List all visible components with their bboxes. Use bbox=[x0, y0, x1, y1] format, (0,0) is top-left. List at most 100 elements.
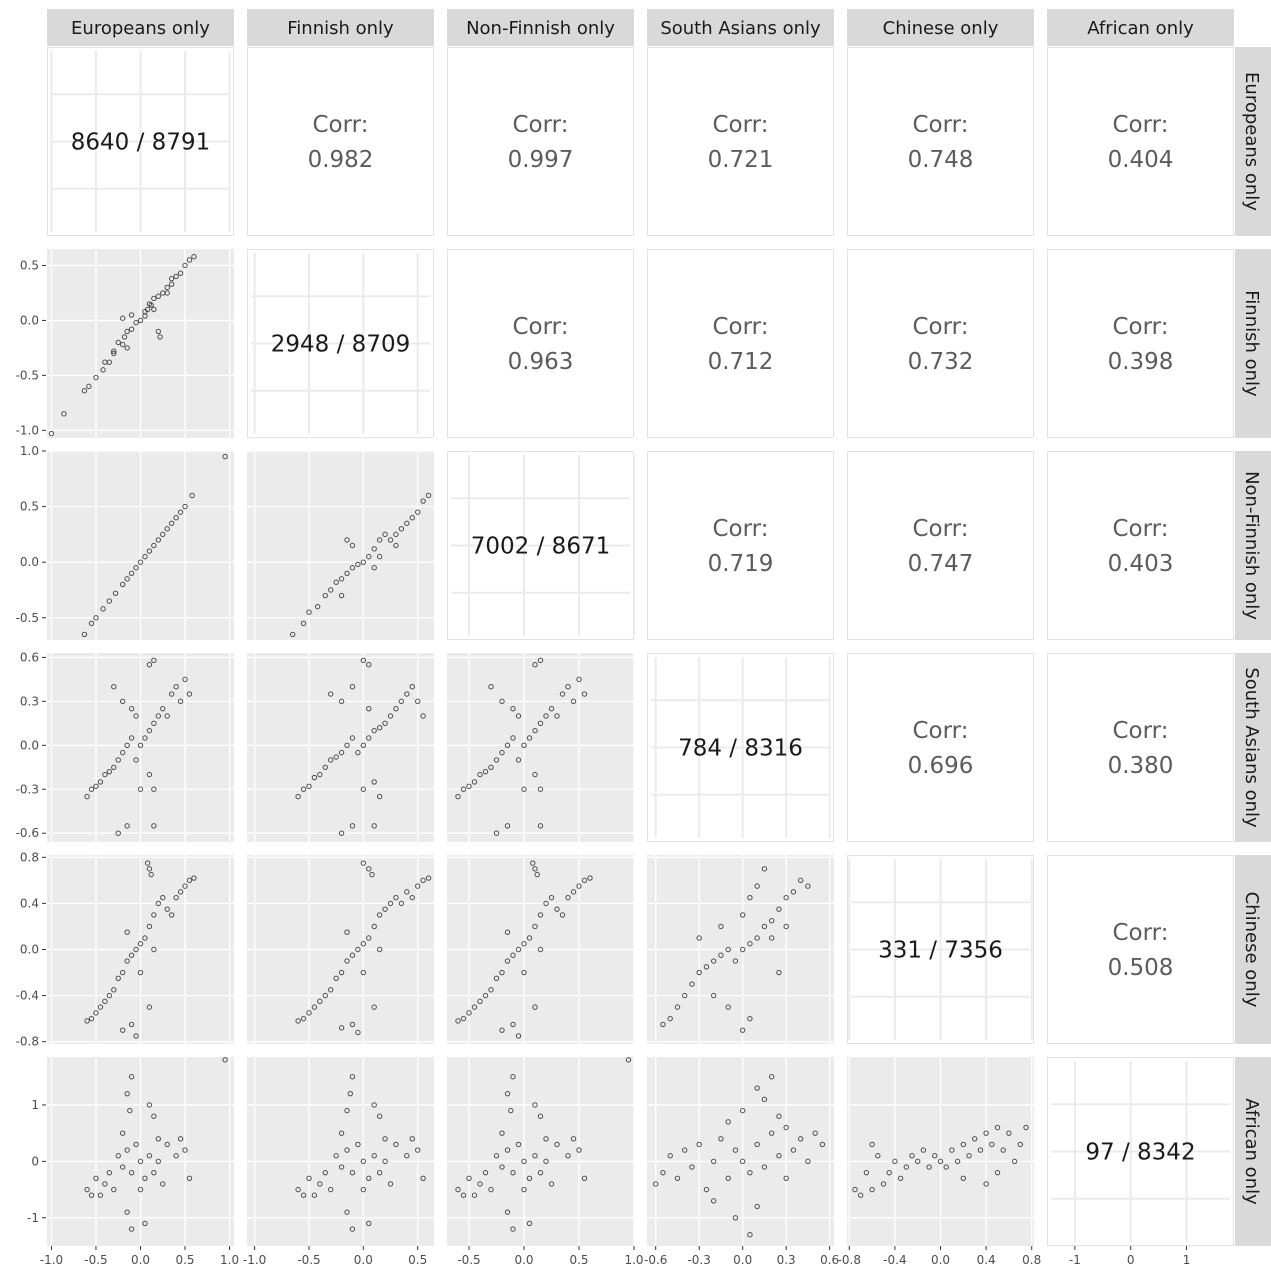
data-point bbox=[732, 958, 739, 964]
data-point bbox=[360, 969, 367, 976]
scatter-panel-r3-c2 bbox=[447, 653, 634, 842]
data-point bbox=[515, 757, 522, 763]
data-point bbox=[155, 1136, 162, 1142]
scatter-panel-r5-c1 bbox=[247, 1057, 434, 1246]
data-point bbox=[783, 1124, 789, 1131]
data-point bbox=[761, 1164, 768, 1170]
data-point bbox=[106, 768, 113, 775]
data-point bbox=[420, 877, 426, 884]
data-point bbox=[371, 565, 377, 571]
corr-value: 0.963 bbox=[508, 349, 574, 375]
x-tick-label: 1.0 bbox=[220, 1253, 239, 1267]
data-point bbox=[543, 1136, 549, 1142]
data-point bbox=[338, 592, 345, 599]
data-point bbox=[532, 866, 538, 872]
data-point bbox=[689, 981, 695, 987]
data-point bbox=[106, 598, 113, 604]
data-point bbox=[137, 1158, 144, 1165]
data-point bbox=[102, 359, 108, 365]
data-point bbox=[338, 1025, 345, 1031]
data-point bbox=[151, 720, 157, 727]
data-point bbox=[886, 1169, 892, 1176]
data-point bbox=[768, 917, 775, 924]
data-point bbox=[186, 1175, 193, 1181]
diagonal-count-label: 784 / 8316 bbox=[678, 736, 803, 762]
data-point bbox=[146, 771, 153, 778]
data-point bbox=[747, 941, 753, 947]
data-point bbox=[106, 1169, 113, 1176]
data-point bbox=[739, 912, 746, 918]
data-point bbox=[543, 900, 549, 907]
data-point bbox=[499, 698, 505, 705]
data-point bbox=[852, 1186, 858, 1193]
data-point bbox=[128, 735, 135, 741]
data-point bbox=[366, 866, 372, 872]
corr-value: 0.719 bbox=[708, 551, 774, 577]
y-tick-label: 0 bbox=[31, 1154, 39, 1168]
data-point bbox=[148, 871, 154, 878]
data-point bbox=[725, 1004, 731, 1010]
data-point bbox=[515, 1033, 522, 1039]
data-point bbox=[146, 662, 153, 668]
corr-label: Corr: bbox=[713, 516, 769, 542]
data-point bbox=[168, 275, 175, 282]
data-point bbox=[625, 1057, 632, 1063]
y-tick-label: 1 bbox=[31, 1098, 39, 1112]
data-point bbox=[409, 1136, 415, 1142]
data-point bbox=[111, 987, 117, 993]
data-point bbox=[532, 1004, 538, 1010]
data-point bbox=[338, 830, 345, 836]
data-point bbox=[499, 1164, 505, 1170]
data-point bbox=[543, 713, 549, 719]
strip-right-5 bbox=[1235, 1057, 1271, 1246]
x-tick-label: -1.0 bbox=[40, 1253, 63, 1267]
data-point bbox=[510, 1074, 516, 1080]
corr-panel-r0-c2 bbox=[447, 47, 634, 236]
corr-panel-r1-c5 bbox=[1047, 249, 1234, 438]
data-point bbox=[783, 1175, 789, 1181]
corr-label: Corr: bbox=[313, 112, 369, 138]
data-point bbox=[504, 742, 511, 749]
data-point bbox=[482, 1169, 489, 1176]
corr-panel-r0-c4 bbox=[847, 47, 1034, 236]
data-point bbox=[328, 757, 334, 763]
data-point bbox=[534, 871, 540, 878]
data-point bbox=[696, 935, 702, 941]
data-point bbox=[554, 1141, 560, 1148]
data-point bbox=[521, 969, 527, 976]
data-point bbox=[521, 1186, 527, 1193]
data-point bbox=[88, 1192, 95, 1198]
data-point bbox=[222, 1057, 228, 1063]
data-point bbox=[376, 725, 383, 731]
data-point bbox=[355, 561, 361, 568]
data-point bbox=[133, 1033, 139, 1039]
data-point bbox=[790, 1147, 797, 1153]
diagonal-count-label: 2948 / 8709 bbox=[271, 332, 410, 358]
data-point bbox=[146, 301, 153, 307]
data-point bbox=[493, 1153, 500, 1159]
data-point bbox=[543, 1158, 549, 1165]
data-point bbox=[115, 757, 121, 763]
data-point bbox=[972, 1136, 978, 1142]
corr-value: 0.721 bbox=[708, 147, 774, 173]
data-point bbox=[387, 713, 394, 719]
data-point bbox=[532, 771, 538, 778]
data-point bbox=[164, 526, 170, 532]
data-point bbox=[168, 281, 175, 287]
data-point bbox=[776, 1153, 782, 1159]
data-point bbox=[376, 537, 383, 543]
x-tick-label: 0.6 bbox=[820, 1253, 839, 1267]
data-point bbox=[761, 866, 768, 872]
data-point bbox=[349, 1021, 356, 1028]
data-point bbox=[168, 691, 175, 697]
data-point bbox=[360, 786, 367, 792]
data-point bbox=[151, 786, 157, 792]
y-tick-label: 0.0 bbox=[20, 313, 39, 327]
data-point bbox=[994, 1169, 1001, 1176]
data-point bbox=[300, 1192, 307, 1198]
data-point bbox=[393, 894, 399, 901]
data-point bbox=[718, 1136, 724, 1142]
data-point bbox=[360, 657, 367, 664]
data-point bbox=[81, 631, 88, 638]
data-point bbox=[137, 559, 144, 565]
